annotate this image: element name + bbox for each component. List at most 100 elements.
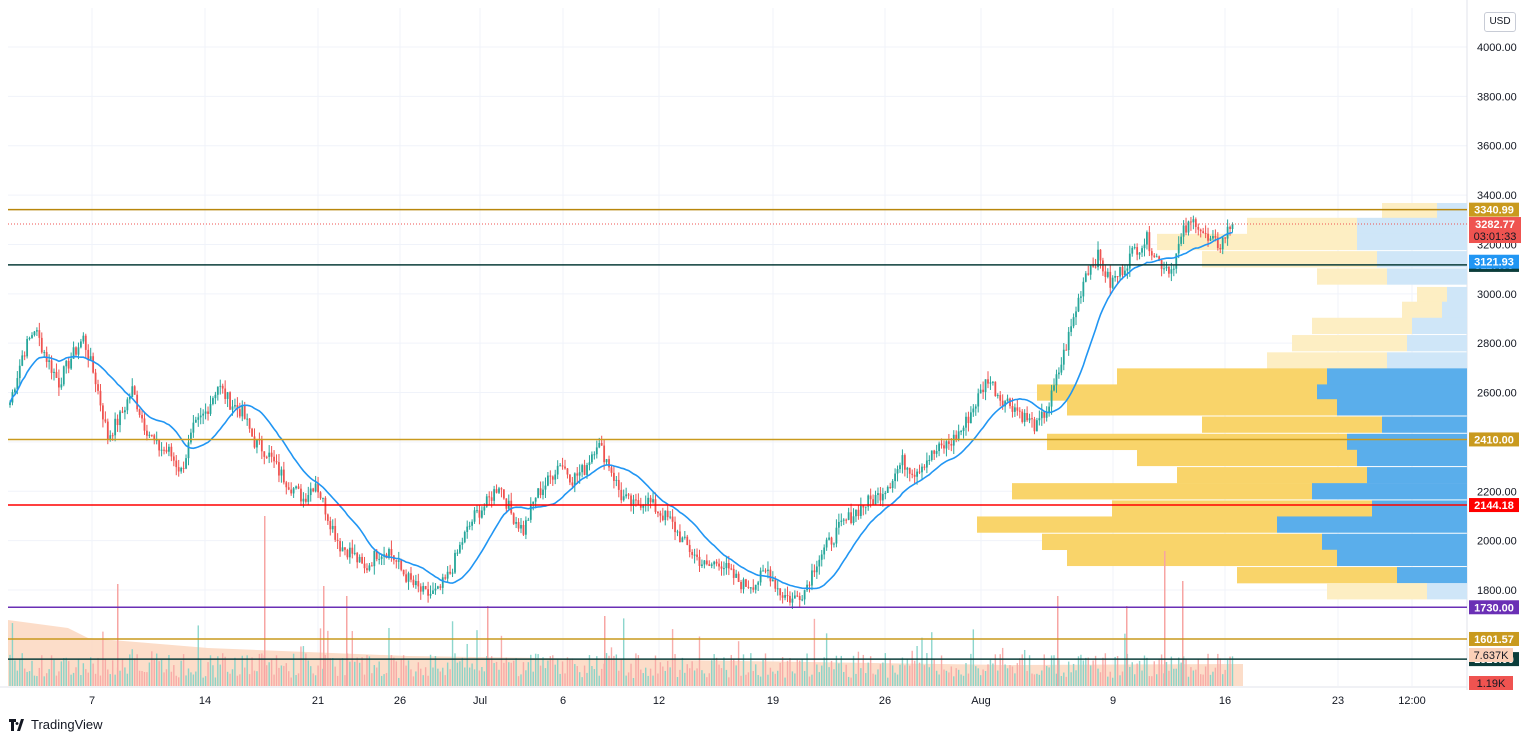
candle-body — [899, 465, 901, 470]
candle-body — [388, 549, 390, 558]
volume-bar — [779, 662, 781, 686]
candle-body — [779, 588, 782, 596]
candle-body — [150, 434, 153, 436]
candle-body — [488, 496, 491, 498]
volume-bar — [109, 674, 111, 686]
y-tick-label: 2600.00 — [1477, 388, 1517, 400]
volume-bar — [1097, 668, 1099, 686]
volume-bar — [273, 674, 275, 686]
candle-body — [532, 501, 535, 504]
candle-body — [613, 472, 615, 481]
candle-body — [471, 521, 474, 526]
volume-bar — [429, 654, 432, 686]
candle-body — [216, 386, 219, 395]
volume-value-label: 1.19K — [1477, 678, 1506, 690]
candle-body — [427, 589, 429, 596]
candle-body — [622, 496, 625, 501]
volume-bar — [669, 667, 671, 686]
candle-body — [815, 566, 818, 573]
candle-body — [405, 574, 407, 582]
candle-body — [1116, 276, 1119, 278]
volume-bar — [979, 675, 982, 686]
candle-body — [862, 505, 865, 508]
volume-bar — [874, 674, 877, 686]
volume-bar — [449, 669, 451, 686]
volume-bar — [759, 676, 762, 686]
candle-body — [669, 516, 672, 518]
volume-bar — [1055, 673, 1058, 686]
volume-bar — [1033, 674, 1036, 686]
candle-body — [434, 588, 437, 591]
volume-spike — [323, 586, 325, 686]
candle-body — [820, 554, 823, 560]
volume-profile-down-bar — [1407, 335, 1467, 352]
candle-body — [480, 510, 483, 518]
volume-bar — [459, 661, 461, 686]
volume-bar — [1231, 656, 1234, 686]
candle-body — [473, 510, 476, 522]
candle-body — [847, 512, 850, 520]
candle-body — [957, 431, 960, 440]
volume-bar — [415, 671, 417, 686]
candle-body — [1192, 219, 1195, 223]
volume-bar — [774, 673, 776, 686]
volume-bar — [1156, 674, 1158, 686]
currency-label[interactable]: USD — [1484, 12, 1516, 32]
volume-bar — [684, 672, 686, 686]
level-tag-label: 2144.18 — [1474, 500, 1514, 512]
level-tag — [1469, 631, 1519, 646]
candle-body — [837, 521, 840, 528]
candle-body — [774, 579, 777, 589]
candle-body — [1216, 237, 1219, 248]
tradingview-brand[interactable]: TradingView — [9, 717, 103, 732]
volume-profile-down-bar — [1367, 467, 1467, 484]
volume-bar — [1104, 653, 1107, 686]
volume-bar — [229, 673, 231, 686]
candle-body — [84, 335, 87, 350]
volume-bar — [1114, 656, 1116, 686]
volume-bar — [813, 618, 816, 686]
volume-bar — [104, 659, 107, 686]
candle-body — [1199, 229, 1202, 232]
candle-body — [908, 467, 911, 474]
volume-bar — [1212, 671, 1214, 686]
volume-bar — [909, 665, 911, 686]
candle-body — [155, 440, 158, 442]
volume-bar — [131, 649, 133, 686]
volume-profile-up-bar — [1402, 301, 1442, 318]
candle-body — [466, 526, 469, 532]
candle-body — [1177, 243, 1180, 254]
volume-bar — [718, 664, 720, 686]
candle-body — [605, 459, 608, 463]
candle-body — [119, 411, 121, 426]
x-tick-label: 19 — [767, 695, 779, 707]
candle-body — [512, 513, 515, 524]
candle-body — [429, 593, 432, 596]
candle-body — [424, 586, 427, 590]
volume-bar — [862, 654, 865, 686]
volume-bar — [591, 666, 593, 686]
candle-body — [1207, 233, 1209, 241]
candle-body — [238, 409, 241, 417]
candle-body — [28, 337, 31, 340]
volume-bar — [158, 661, 160, 686]
candle-body — [48, 360, 51, 362]
volume-bar — [715, 657, 718, 686]
volume-bar — [940, 655, 943, 686]
volume-bar — [725, 669, 728, 686]
candle-body — [578, 472, 581, 476]
candle-body — [762, 570, 764, 572]
volume-bar — [53, 659, 55, 686]
volume-bar — [960, 674, 962, 686]
candle-body — [468, 525, 471, 527]
candle-body — [877, 493, 879, 496]
candle-body — [1036, 420, 1038, 432]
level-tag-label: 1730.00 — [1474, 602, 1514, 614]
candle-body — [334, 525, 337, 540]
volume-profile-up-bar — [1292, 335, 1407, 352]
candle-body — [375, 550, 378, 560]
candle-body — [527, 519, 530, 521]
volume-bar — [383, 674, 385, 686]
volume-bar — [133, 658, 136, 686]
